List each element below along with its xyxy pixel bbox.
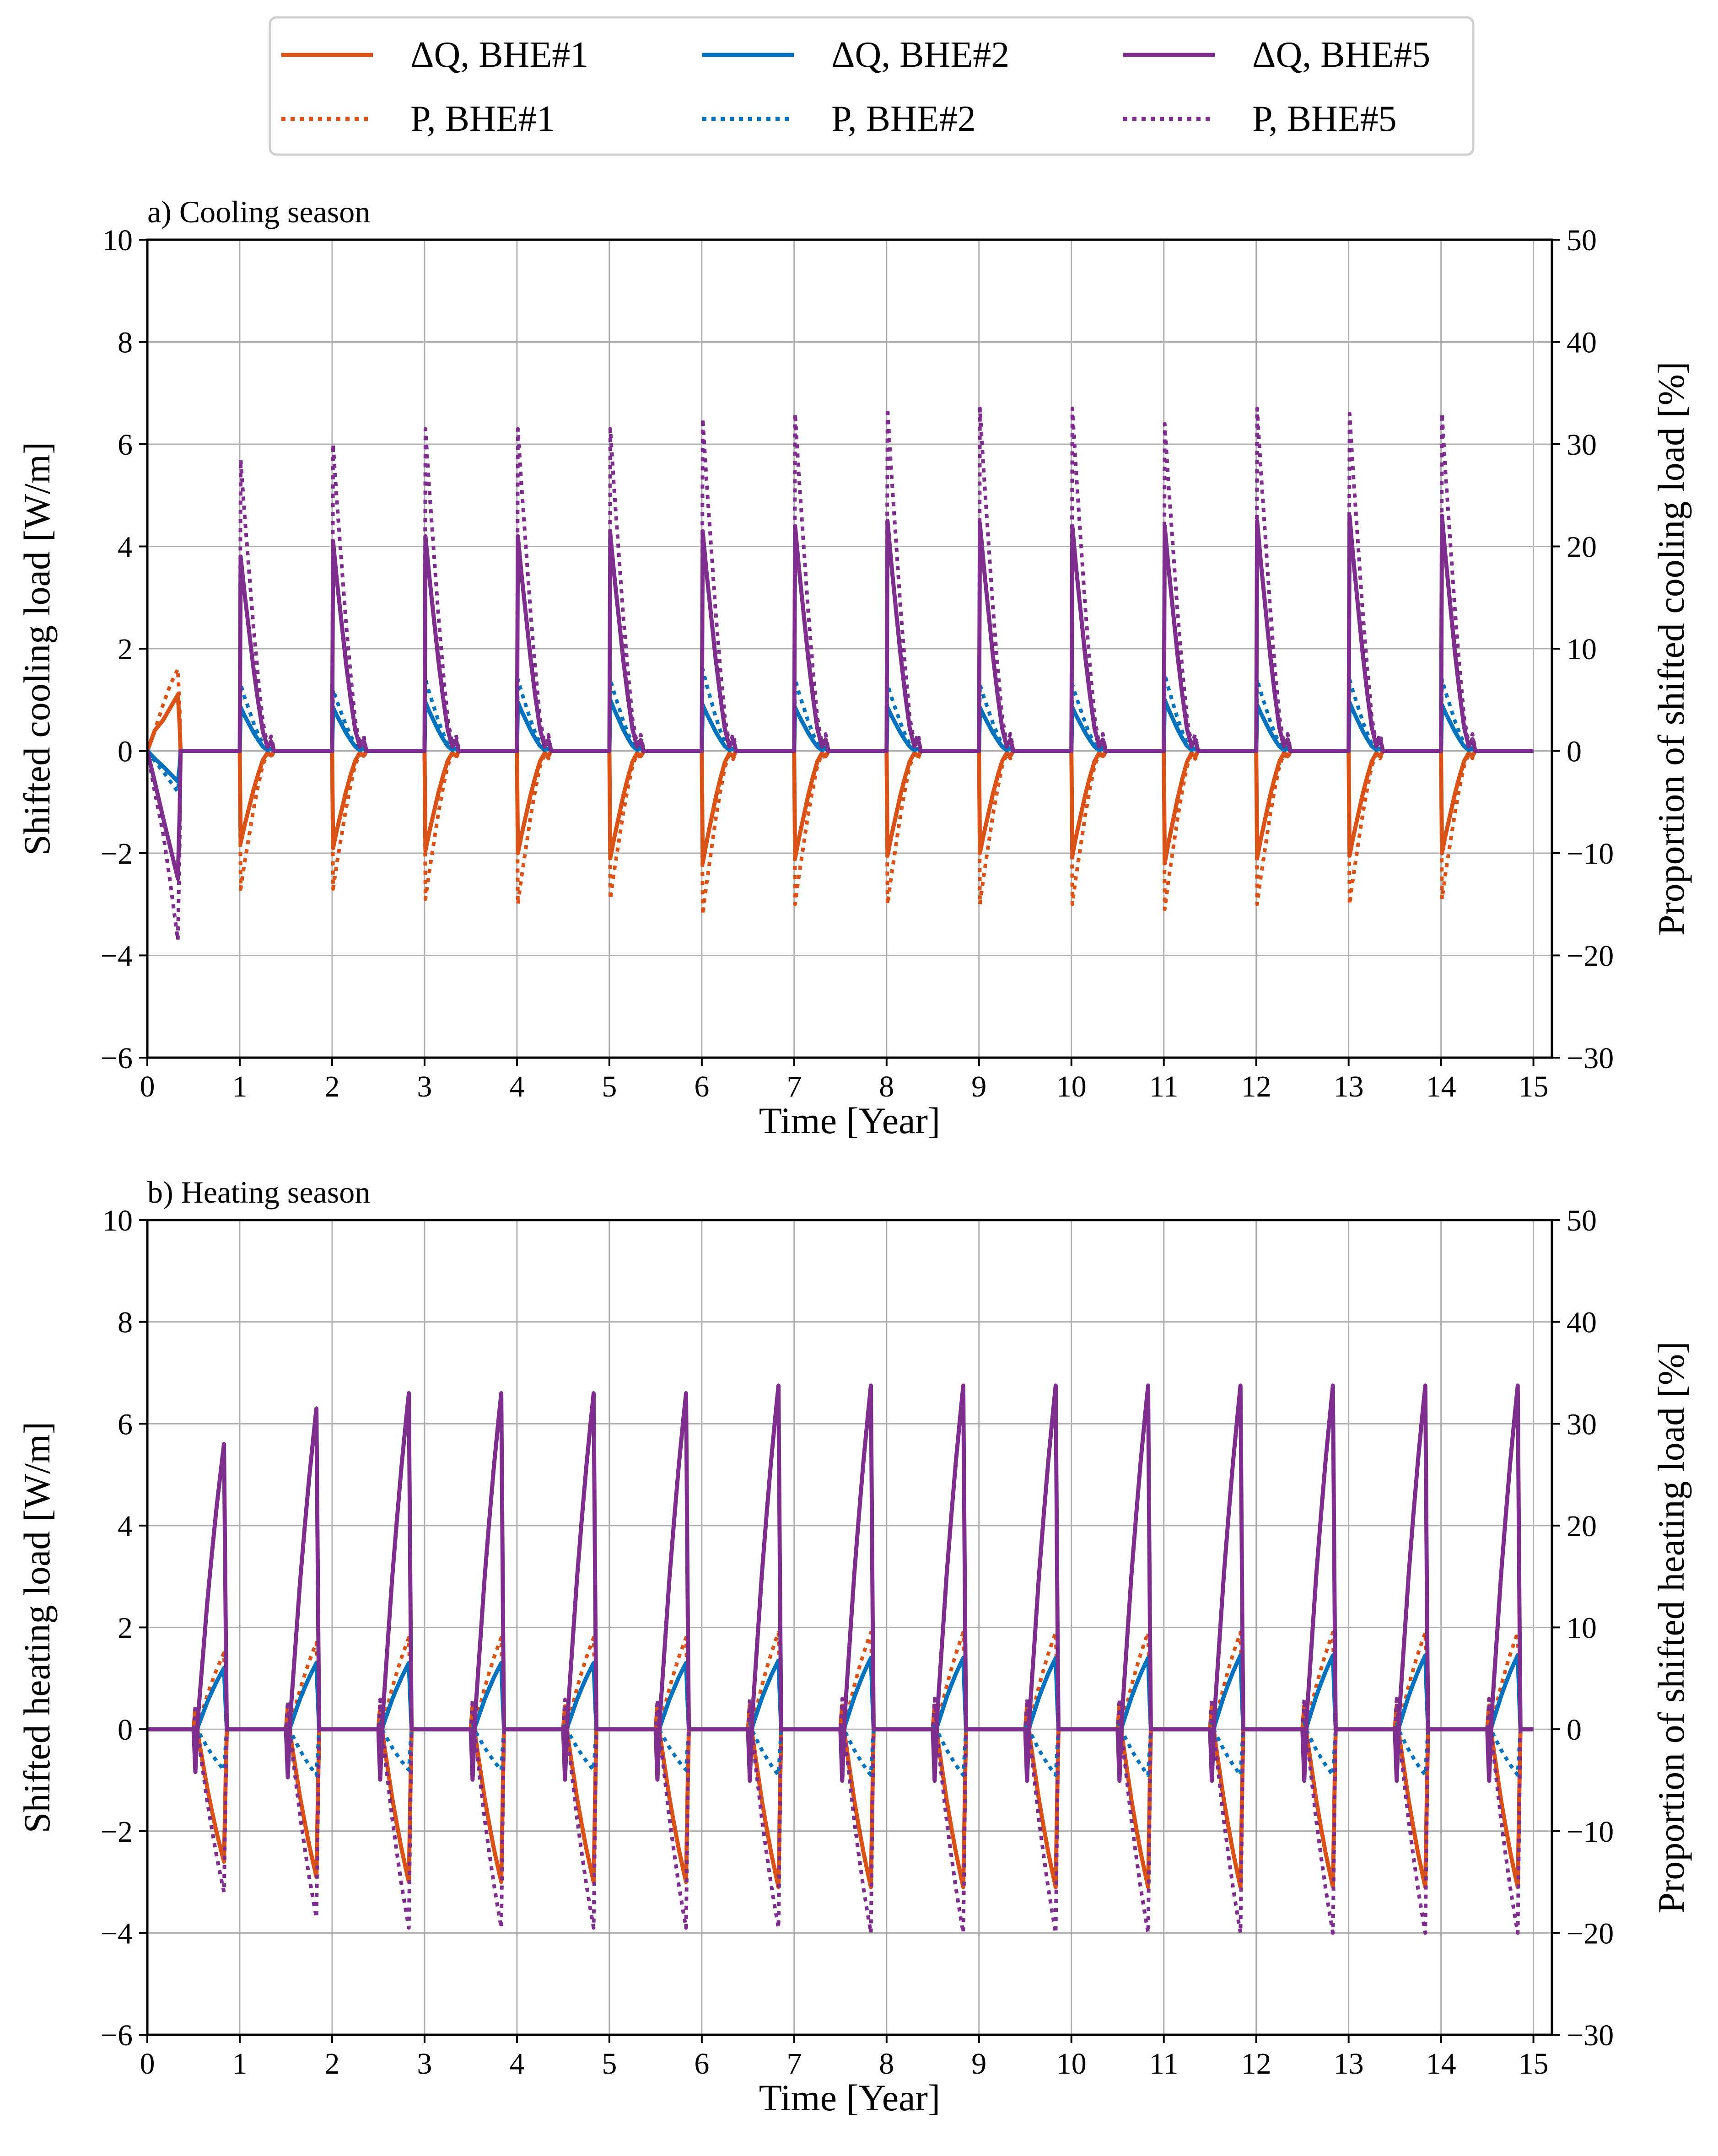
x-tick-label-5: 5: [602, 1070, 617, 1103]
y2-tick-label-8: 50: [1567, 224, 1597, 257]
y2-tick-label-4: 10: [1567, 633, 1597, 666]
y2-tick-label-7: 40: [1567, 326, 1597, 360]
y-tick-label-3: 0: [118, 735, 133, 769]
x-tick-label-15: 15: [1519, 1070, 1549, 1103]
x-tick-label-7: 7: [786, 2047, 802, 2081]
y2-axis-label: Proportion of shifted cooling load [%]: [1650, 362, 1692, 936]
x-tick-label-10: 10: [1056, 1070, 1087, 1103]
x-tick-label-9: 9: [971, 2047, 986, 2081]
panel-cooling-season: 0 1 2 3 4 5 6 7 8 9 10 11 12 13 14 15−6−4−20246810−30−2…: [16, 194, 1692, 1141]
y2-tick-label-5: 20: [1567, 1510, 1597, 1543]
x-tick-label-14: 14: [1426, 2047, 1456, 2081]
x-axis-label: Time [Year]: [759, 1100, 940, 1141]
series-BHE5-dq: [147, 1383, 1534, 1783]
x-tick-label-6: 6: [694, 2047, 709, 2081]
y2-axis-label: Proportion of shifted heating load [%]: [1650, 1341, 1692, 1913]
y-tick-label-0: −6: [101, 2019, 133, 2052]
x-axis-label: Time [Year]: [759, 2077, 940, 2118]
x-tick-label-12: 12: [1241, 2047, 1271, 2081]
x-tick-label-15: 15: [1519, 2047, 1549, 2081]
y2-tick-label-3: 0: [1567, 735, 1582, 769]
y2-tick-label-1: −20: [1567, 940, 1614, 973]
x-tick-label-8: 8: [879, 1070, 894, 1103]
x-tick-label-11: 11: [1149, 2047, 1179, 2081]
x-tick-label-4: 4: [509, 2047, 524, 2081]
x-tick-label-3: 3: [417, 2047, 432, 2081]
x-tick-label-13: 13: [1334, 2047, 1364, 2081]
y-tick-label-1: −4: [101, 940, 133, 973]
y-tick-label-2: −2: [101, 837, 133, 871]
series-BHE1-dq: [147, 1703, 1534, 1889]
y-tick-label-7: 8: [118, 326, 133, 360]
y2-tick-label-0: −30: [1567, 1042, 1614, 1075]
y2-tick-label-2: −10: [1567, 837, 1614, 871]
y-axis-label: Shifted heating load [W/m]: [16, 1422, 58, 1833]
x-tick-label-4: 4: [509, 1070, 524, 1103]
series-BHE2-p: [147, 1720, 1534, 1777]
legend-label-0: ΔQ, BHE#1: [410, 35, 588, 75]
panel-heating-season: 0 1 2 3 4 5 6 7 8 9 10 11 12 13 14 15−6−4−20246810−30−2…: [16, 1175, 1692, 2118]
x-tick-label-2: 2: [324, 2047, 339, 2081]
x-tick-label-8: 8: [879, 2047, 894, 2081]
y-tick-label-5: 4: [118, 1510, 133, 1543]
x-tick-label-1: 1: [232, 2047, 247, 2081]
legend: ΔQ, BHE#1 P, BHE#1 ΔQ, BHE#2 P, BHE#2 ΔQ, BH…: [269, 16, 1475, 156]
x-tick-label-10: 10: [1056, 2047, 1087, 2081]
series-group: [147, 1383, 1534, 1935]
series-BHE5-p: [147, 406, 1534, 942]
y-tick-label-8: 10: [102, 224, 133, 257]
x-tick-label-3: 3: [417, 1070, 432, 1103]
y2-tick-label-1: −20: [1567, 1917, 1614, 1950]
y-tick-label-4: 2: [118, 1612, 133, 1645]
legend-label-4: ΔQ, BHE#5: [1252, 35, 1430, 75]
y-tick-label-1: −4: [101, 1917, 133, 1950]
series-BHE2-p: [147, 667, 1534, 794]
legend-label-5: P, BHE#5: [1252, 99, 1397, 139]
y-tick-label-4: 2: [118, 633, 133, 666]
x-tick-label-11: 11: [1149, 1070, 1179, 1103]
y2-tick-label-6: 30: [1567, 1408, 1597, 1441]
panel-title: b) Heating season: [147, 1175, 370, 1210]
series-BHE2-dq: [147, 1653, 1534, 1742]
x-tick-label-1: 1: [232, 1070, 247, 1103]
y-tick-label-8: 10: [102, 1204, 133, 1237]
y2-tick-label-0: −30: [1567, 2019, 1614, 2052]
y-tick-label-2: −2: [101, 1815, 133, 1849]
y-tick-label-5: 4: [118, 531, 133, 564]
y-tick-label-3: 0: [118, 1713, 133, 1747]
legend-label-1: P, BHE#1: [410, 99, 555, 139]
x-tick-label-13: 13: [1334, 1070, 1364, 1103]
y-axis-label: Shifted cooling load [W/m]: [16, 442, 58, 855]
y2-tick-label-7: 40: [1567, 1306, 1597, 1339]
y2-tick-label-4: 10: [1567, 1612, 1597, 1645]
x-tick-label-2: 2: [324, 1070, 339, 1103]
x-tick-label-6: 6: [694, 1070, 709, 1103]
legend-label-2: ΔQ, BHE#2: [831, 35, 1009, 75]
x-tick-label-7: 7: [786, 1070, 802, 1103]
x-tick-label-12: 12: [1241, 1070, 1271, 1103]
x-tick-label-9: 9: [971, 1070, 986, 1103]
x-tick-label-0: 0: [140, 1070, 155, 1103]
series-group: [147, 406, 1534, 942]
y2-tick-label-6: 30: [1567, 428, 1597, 462]
legend-label-3: P, BHE#2: [831, 99, 976, 139]
y2-tick-label-8: 50: [1567, 1204, 1597, 1237]
x-tick-label-5: 5: [602, 2047, 617, 2081]
y2-tick-label-3: 0: [1567, 1713, 1582, 1747]
y-tick-label-7: 8: [118, 1306, 133, 1339]
y2-tick-label-5: 20: [1567, 531, 1597, 564]
y2-tick-label-2: −10: [1567, 1815, 1614, 1849]
x-tick-label-0: 0: [140, 2047, 155, 2081]
series-BHE1-p: [147, 667, 1534, 917]
series-BHE5-dq: [147, 514, 1534, 881]
y-tick-label-0: −6: [101, 1042, 133, 1075]
panel-title: a) Cooling season: [147, 194, 370, 229]
y-tick-label-6: 6: [118, 1408, 133, 1441]
x-tick-label-14: 14: [1426, 1070, 1456, 1103]
series-BHE5-p: [147, 1697, 1534, 1935]
y-tick-label-6: 6: [118, 428, 133, 462]
